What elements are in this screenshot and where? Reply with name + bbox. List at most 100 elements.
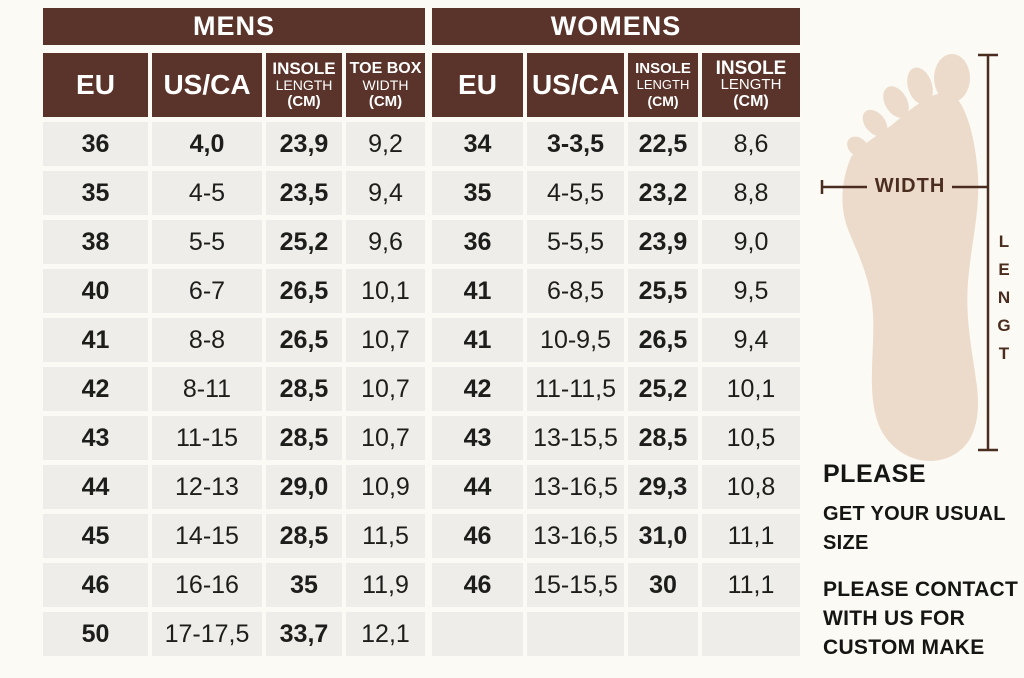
- column-header-insole-length: INSOLE LENGTH (CM): [628, 53, 698, 117]
- big-toe-shape: [934, 54, 970, 102]
- womens-title: WOMENS: [432, 8, 800, 45]
- size-cell: 9,6: [346, 220, 425, 264]
- size-cell: 11-15: [152, 416, 262, 460]
- table-row: 41 10-9,5 26,5 9,4: [432, 318, 800, 362]
- table-row: 35 4-5,5 23,2 8,8: [432, 171, 800, 215]
- size-cell: 9,2: [346, 122, 425, 166]
- length-letter: N: [997, 288, 1011, 307]
- size-cell: 36: [43, 122, 148, 166]
- column-header-label: US/CA: [163, 69, 251, 100]
- note-with-us: WITH US FOR: [823, 607, 966, 630]
- size-cell: 42: [432, 367, 523, 411]
- size-cell: 3-3,5: [527, 122, 624, 166]
- size-cell: 8,8: [702, 171, 800, 215]
- size-cell: 22,5: [628, 122, 698, 166]
- size-cell: 28,5: [266, 416, 342, 460]
- table-row: 42 11-11,5 25,2 10,1: [432, 367, 800, 411]
- size-cell: 6-7: [152, 269, 262, 313]
- column-header-label: EU: [458, 69, 497, 100]
- size-cell: 11,5: [346, 514, 425, 558]
- table-row: 44 13-16,5 29,3 10,8: [432, 465, 800, 509]
- size-cell: 23,5: [266, 171, 342, 215]
- size-cell: 12-13: [152, 465, 262, 509]
- length-letter: G: [997, 316, 1011, 335]
- mens-header-row: EU US/CA INSOLE LENGTH (CM) TOE BOX WIDT…: [43, 53, 425, 117]
- size-cell: 36: [432, 220, 523, 264]
- size-cell: 25,5: [628, 269, 698, 313]
- size-cell: 35: [43, 171, 148, 215]
- size-cell: 9,4: [346, 171, 425, 215]
- table-row: 46 15-15,5 30 11,1: [432, 563, 800, 607]
- size-cell: [628, 612, 698, 656]
- column-header-line2: LENGTH: [720, 76, 782, 93]
- column-header-line3: (CM): [733, 93, 769, 110]
- size-cell: 44: [432, 465, 523, 509]
- size-cell: 43: [432, 416, 523, 460]
- size-cell: 29,3: [628, 465, 698, 509]
- size-cell: 38: [43, 220, 148, 264]
- table-row: 40 6-7 26,5 10,1: [43, 269, 425, 313]
- size-cell: 10,8: [702, 465, 800, 509]
- note-size: SIZE: [823, 532, 869, 554]
- size-cell: 11,9: [346, 563, 425, 607]
- column-header-line3: (CM): [647, 93, 679, 109]
- size-cell: 46: [432, 514, 523, 558]
- table-row: 46 13-16,5 31,0 11,1: [432, 514, 800, 558]
- size-cell: 33,7: [266, 612, 342, 656]
- column-header-line1: INSOLE: [272, 59, 336, 78]
- size-cell: 4-5,5: [527, 171, 624, 215]
- size-cell: 23,9: [628, 220, 698, 264]
- size-cell: 10,5: [702, 416, 800, 460]
- size-cell: 46: [43, 563, 148, 607]
- size-cell: 26,5: [628, 318, 698, 362]
- column-header-label: US/CA: [531, 69, 620, 100]
- size-cell: 12,1: [346, 612, 425, 656]
- table-row: 36 4,0 23,9 9,2: [43, 122, 425, 166]
- size-cell: 9,4: [702, 318, 800, 362]
- size-cell: 5-5,5: [527, 220, 624, 264]
- width-label: WIDTH: [874, 175, 946, 197]
- column-header-line2: WIDTH: [362, 77, 409, 93]
- size-cell: 43: [43, 416, 148, 460]
- toe-shape: [907, 67, 933, 105]
- size-cell: 26,5: [266, 269, 342, 313]
- size-cell: 10,7: [346, 367, 425, 411]
- size-cell: 11,1: [702, 514, 800, 558]
- note-custom-make: CUSTOM MAKE: [823, 636, 985, 659]
- womens-header-row: EU US/CA INSOLE LENGTH (CM) INSOLE LENGT…: [432, 53, 800, 117]
- size-cell: [702, 612, 800, 656]
- size-cell: 9,0: [702, 220, 800, 264]
- size-cell: 31,0: [628, 514, 698, 558]
- size-cell: 10,7: [346, 318, 425, 362]
- column-header-line1: TOE BOX: [349, 60, 422, 77]
- size-cell: 6-8,5: [527, 269, 624, 313]
- size-cell: 10,7: [346, 416, 425, 460]
- size-cell: 28,5: [628, 416, 698, 460]
- size-cell: 44: [43, 465, 148, 509]
- size-cell: [432, 612, 523, 656]
- table-row: 45 14-15 28,5 11,5: [43, 514, 425, 558]
- toe-shape: [883, 86, 909, 118]
- table-row: 46 16-16 35 11,9: [43, 563, 425, 607]
- size-cell: 13-16,5: [527, 465, 624, 509]
- size-cell: 30: [628, 563, 698, 607]
- size-cell: 14-15: [152, 514, 262, 558]
- column-header-eu: EU: [432, 53, 523, 117]
- size-cell: 13-16,5: [527, 514, 624, 558]
- table-row: 43 13-15,5 28,5 10,5: [432, 416, 800, 460]
- womens-table-body: 34 3-3,5 22,5 8,6 35 4-5,5 23,2 8,8 36 5-5,5 23,9 9…: [432, 122, 800, 656]
- size-cell: 17-17,5: [152, 612, 262, 656]
- size-cell: 40: [43, 269, 148, 313]
- size-cell: 4-5: [152, 171, 262, 215]
- mens-section: MENS EU US/CA INSOLE LENGTH (CM) TO: [43, 8, 425, 656]
- size-cell: 28,5: [266, 514, 342, 558]
- column-header-insole-length: INSOLE LENGTH (CM): [266, 53, 342, 117]
- size-cell: 23,9: [266, 122, 342, 166]
- size-cell: 25,2: [628, 367, 698, 411]
- womens-section: WOMENS EU US/CA INSOLE LENGTH (CM): [432, 8, 800, 656]
- size-cell: 42: [43, 367, 148, 411]
- length-label: L E N G T: [993, 228, 1015, 368]
- size-cell: 35: [266, 563, 342, 607]
- size-cell: 28,5: [266, 367, 342, 411]
- column-header-eu: EU: [43, 53, 148, 117]
